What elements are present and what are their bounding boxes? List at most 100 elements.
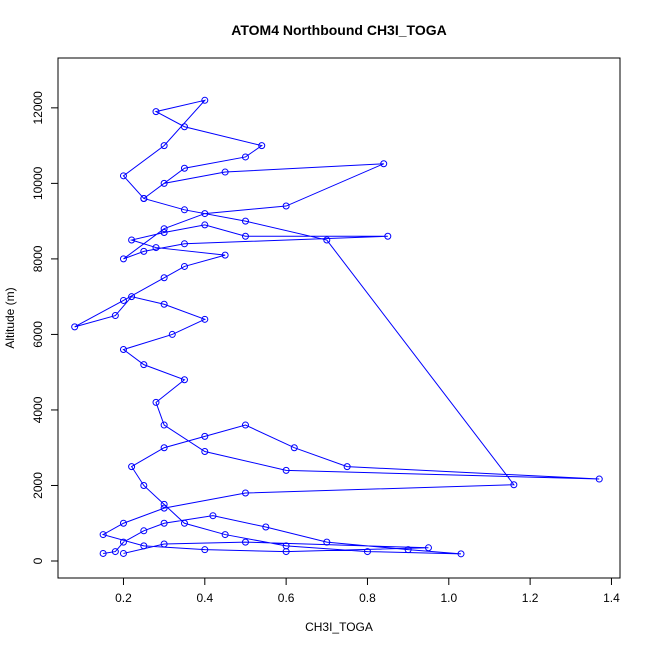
data-point	[152, 108, 160, 116]
data-point	[160, 540, 168, 548]
data-point	[128, 236, 136, 244]
data-point	[119, 296, 127, 304]
data-point	[221, 251, 229, 259]
x-axis-label: CH3I_TOGA	[305, 620, 373, 634]
x-tick-label: 1.4	[603, 591, 620, 605]
data-point	[201, 432, 209, 440]
x-tick-label: 1.2	[522, 591, 539, 605]
data-point	[119, 172, 127, 180]
data-point	[241, 421, 249, 429]
data-point	[180, 376, 188, 384]
data-point	[128, 463, 136, 471]
data-point	[160, 274, 168, 282]
data-point	[160, 500, 168, 508]
data-point	[384, 232, 392, 240]
data-point	[241, 153, 249, 161]
data-point	[99, 549, 107, 557]
data-point	[99, 531, 107, 539]
data-point	[262, 523, 270, 531]
data-point	[282, 548, 290, 556]
data-point	[201, 210, 209, 218]
y-tick-label: 12000	[31, 91, 45, 125]
data-point	[140, 527, 148, 535]
data-point	[282, 466, 290, 474]
data-point	[128, 293, 136, 301]
x-tick-label: 0.2	[115, 591, 132, 605]
data-point	[160, 444, 168, 452]
y-tick-label: 10000	[31, 166, 45, 200]
y-tick-label: 0	[31, 557, 45, 564]
x-tick-label: 0.6	[278, 591, 295, 605]
data-point	[140, 247, 148, 255]
data-point	[168, 330, 176, 338]
data-point	[160, 300, 168, 308]
data-point	[160, 504, 168, 512]
data-point	[201, 96, 209, 104]
data-point	[160, 519, 168, 527]
y-tick-label: 2000	[31, 472, 45, 499]
data-point	[180, 240, 188, 248]
data-point	[201, 546, 209, 554]
data-point	[424, 544, 432, 552]
y-tick-label: 6000	[31, 321, 45, 348]
y-axis-label: Altitude (m)	[3, 287, 17, 348]
data-point	[111, 312, 119, 320]
data-point	[180, 262, 188, 270]
data-point	[241, 217, 249, 225]
data-point	[152, 244, 160, 252]
x-tick-label: 0.4	[196, 591, 213, 605]
data-point	[343, 463, 351, 471]
data-point	[140, 542, 148, 550]
x-tick-label: 1.0	[440, 591, 457, 605]
data-point	[160, 228, 168, 236]
data-point	[140, 481, 148, 489]
y-tick-label: 4000	[31, 396, 45, 423]
y-tick-label: 8000	[31, 245, 45, 272]
data-point	[160, 142, 168, 150]
data-point	[180, 519, 188, 527]
data-point	[140, 361, 148, 369]
plot-frame	[57, 57, 621, 579]
data-point	[510, 481, 518, 489]
data-point	[323, 538, 331, 546]
data-point	[201, 221, 209, 229]
data-point	[119, 255, 127, 263]
data-point	[241, 232, 249, 240]
data-point	[241, 489, 249, 497]
data-point	[160, 225, 168, 233]
data-point	[152, 398, 160, 406]
data-point	[180, 164, 188, 172]
data-point	[111, 548, 119, 556]
data-point	[595, 475, 603, 483]
data-point	[140, 194, 148, 202]
data-point	[457, 550, 465, 558]
data-point	[380, 160, 388, 168]
data-point	[241, 538, 249, 546]
chart-title: ATOM4 Northbound CH3I_TOGA	[231, 22, 446, 38]
data-point	[363, 548, 371, 556]
series-line	[74, 99, 600, 555]
data-point	[180, 206, 188, 214]
data-point	[160, 179, 168, 187]
data-point	[221, 168, 229, 176]
data-point	[119, 549, 127, 557]
data-point	[221, 531, 229, 539]
data-point	[282, 202, 290, 210]
data-point	[71, 323, 79, 331]
data-point	[209, 512, 217, 520]
data-point	[201, 447, 209, 455]
data-point	[404, 546, 412, 554]
data-point	[119, 346, 127, 354]
data-point	[160, 421, 168, 429]
data-point	[290, 444, 298, 452]
data-point	[323, 236, 331, 244]
data-point	[201, 315, 209, 323]
x-tick-label: 0.8	[359, 591, 376, 605]
data-point	[119, 538, 127, 546]
data-point	[258, 142, 266, 150]
data-point	[180, 123, 188, 131]
data-point	[119, 519, 127, 527]
